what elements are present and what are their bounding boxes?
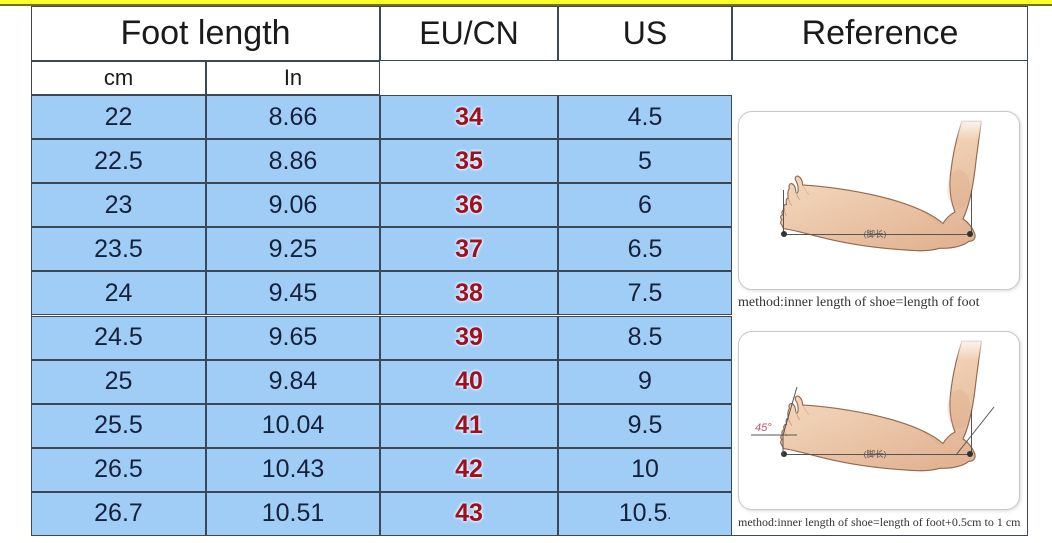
svg-text:45°: 45° xyxy=(755,422,772,434)
